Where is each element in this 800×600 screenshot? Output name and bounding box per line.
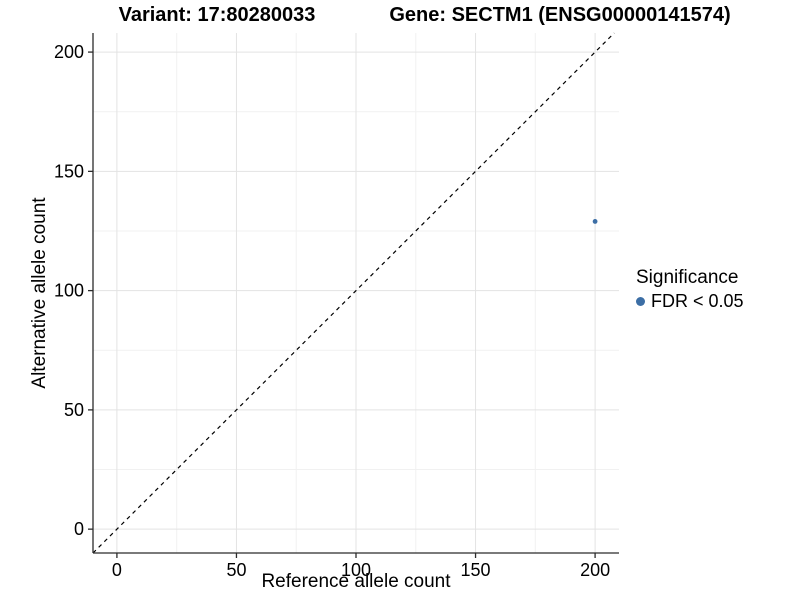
x-tick-label: 0 [112,560,122,580]
legend-point-icon [636,297,645,306]
x-tick-label: 200 [580,560,610,580]
legend-item-label: FDR < 0.05 [651,291,744,311]
y-tick-label: 0 [74,519,84,539]
x-axis-title: Reference allele count [261,571,451,592]
y-tick-label: 200 [54,42,84,62]
legend-item: FDR < 0.05 [636,291,744,312]
x-tick-label: 50 [226,560,246,580]
x-tick-label: 150 [461,560,491,580]
legend-title: Significance [636,267,739,288]
data-point [592,219,598,224]
variant-title: Variant: 17:80280033 [118,4,316,26]
y-tick-label: 100 [54,281,84,301]
legend: Significance FDR < 0.05 [636,267,744,312]
y-tick-label: 150 [54,161,84,181]
y-axis-title: Alternative allele count [29,197,50,389]
y-tick-label: 50 [64,400,84,420]
gene-title: Gene: SECTM1 (ENSG00000141574) [389,4,731,26]
x-tick-label: 100 [341,560,371,580]
identity-line [92,32,615,554]
